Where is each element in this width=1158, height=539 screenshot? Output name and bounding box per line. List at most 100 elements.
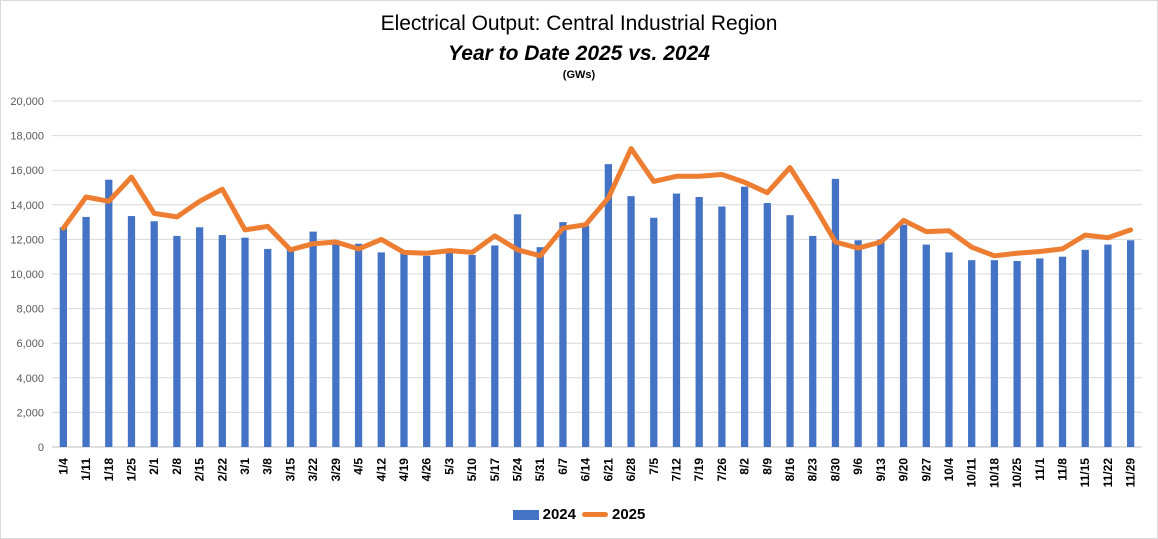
bar-2024 [195, 227, 204, 447]
x-tick-label: 4/12 [374, 458, 388, 482]
bar-2024 [809, 235, 817, 447]
bar-2024 [672, 193, 681, 447]
bar-2024 [82, 216, 90, 447]
bar-2024 [286, 249, 295, 447]
bar-2024 [309, 231, 317, 447]
x-tick-label: 4/26 [420, 458, 434, 482]
x-tick-label: 3/8 [261, 458, 275, 475]
x-tick-label: 11/29 [1124, 458, 1138, 488]
bar-2024 [650, 217, 658, 447]
x-tick-label: 11/22 [1101, 458, 1115, 488]
x-tick-label: 6/14 [579, 458, 593, 482]
x-tick-label: 8/30 [828, 458, 842, 482]
x-tick-label: 3/15 [283, 458, 297, 482]
x-tick-label: 5/3 [442, 458, 456, 475]
y-tick-label: 16,000 [10, 165, 44, 177]
x-tick-label: 4/19 [397, 458, 411, 482]
bar-2024 [241, 237, 249, 447]
legend-label-2025: 2025 [612, 506, 646, 523]
x-tick-label: 7/5 [647, 458, 661, 475]
bar-2024 [423, 255, 431, 447]
bar-2024 [582, 225, 590, 447]
bar-2024 [786, 215, 794, 447]
y-tick-label: 20,000 [10, 96, 44, 108]
x-tick-label: 3/22 [306, 458, 320, 482]
x-tick-label: 9/20 [897, 458, 911, 482]
bar-2024 [1081, 249, 1089, 447]
bar-2024 [604, 164, 612, 447]
bar-2024 [990, 260, 999, 447]
x-tick-label: 9/13 [874, 458, 888, 482]
bar-2024 [1058, 256, 1067, 447]
x-tick-label: 7/19 [692, 458, 706, 482]
bar-2024 [127, 216, 136, 447]
x-tick-label: 6/21 [601, 458, 615, 482]
x-tick-label: 2/8 [170, 458, 184, 475]
bar-2024 [1104, 244, 1112, 447]
bar-2024 [513, 214, 522, 447]
bar-2024 [877, 239, 885, 447]
bar-2024 [718, 206, 726, 447]
bar-2024 [945, 252, 953, 447]
x-tick-label: 7/26 [715, 458, 729, 482]
bar-2024 [59, 227, 67, 447]
x-tick-label: 1/4 [56, 458, 70, 475]
bar-2024 [264, 248, 272, 447]
x-tick-label: 5/24 [511, 458, 525, 482]
bar-2024 [332, 243, 340, 447]
bar-2024 [173, 235, 181, 447]
legend-item-2025: 2025 [582, 506, 645, 523]
x-tick-label: 11/1 [1033, 458, 1047, 481]
y-tick-label: 18,000 [10, 131, 44, 143]
x-tick-label: 2/1 [147, 458, 161, 475]
bar-2024 [354, 243, 363, 447]
x-tick-label: 11/15 [1078, 458, 1092, 488]
bar-2024 [377, 252, 385, 447]
x-tick-label: 8/9 [760, 458, 774, 475]
bar-2024 [968, 260, 976, 447]
bar-2024 [763, 203, 771, 447]
x-tick-label: 10/25 [1010, 458, 1024, 488]
x-tick-label: 6/28 [624, 458, 638, 482]
bar-2024 [899, 224, 908, 447]
bar-2024 [627, 196, 635, 447]
y-tick-label: 2,000 [16, 407, 44, 419]
y-tick-label: 4,000 [16, 373, 44, 385]
bar-2024 [445, 251, 454, 447]
y-tick-label: 14,000 [10, 200, 44, 212]
x-tick-label: 10/11 [965, 458, 979, 488]
bar-2024 [468, 254, 476, 447]
x-tick-label: 1/11 [79, 458, 93, 481]
x-tick-label: 7/12 [669, 458, 683, 482]
x-tick-label: 10/18 [987, 458, 1001, 488]
chart-title: Electrical Output: Central Industrial Re… [380, 12, 778, 35]
x-tick-label: 9/27 [919, 458, 933, 482]
bar-2024 [105, 179, 113, 447]
chart-unit-label: (GWs) [562, 69, 596, 81]
bar-2024 [695, 197, 703, 447]
x-tick-label: 4/5 [352, 458, 366, 475]
bar-2024 [740, 186, 749, 447]
x-tick-label: 8/2 [738, 458, 752, 475]
bar-2024 [922, 244, 930, 447]
x-tick-label: 3/1 [238, 458, 252, 475]
x-tick-label: 8/23 [806, 458, 820, 482]
x-tick-label: 8/16 [783, 458, 797, 482]
x-tick-label: 1/25 [124, 458, 138, 482]
legend-swatch-bar [512, 509, 539, 520]
bar-2024 [218, 235, 226, 447]
bar-2024 [1127, 240, 1135, 447]
y-tick-label: 6,000 [16, 338, 44, 350]
x-tick-label: 10/4 [942, 458, 956, 482]
y-tick-label: 0 [38, 442, 44, 454]
bar-2024 [854, 240, 862, 447]
x-tick-label: 11/8 [1056, 458, 1070, 481]
y-tick-label: 8,000 [16, 304, 44, 316]
y-tick-label: 12,000 [10, 234, 44, 246]
bar-2024 [400, 253, 408, 447]
x-tick-label: 9/6 [851, 458, 865, 475]
legend-label-2024: 2024 [542, 506, 576, 523]
chart-legend: 2024 2025 [0, 506, 1158, 523]
x-tick-label: 5/10 [465, 458, 479, 482]
chart-subtitle: Year to Date 2025 vs. 2024 [448, 42, 710, 65]
